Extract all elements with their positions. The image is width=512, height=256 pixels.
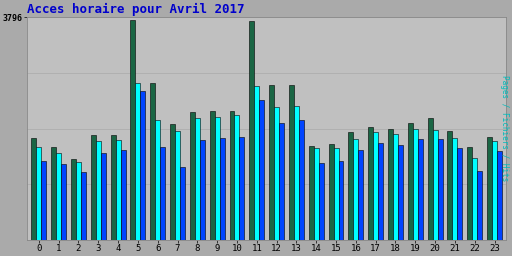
Bar — [349, 132, 353, 240]
Y-axis label: Pages / Fichiers / Hits: Pages / Fichiers / Hits — [500, 75, 509, 182]
Bar — [151, 83, 155, 240]
Bar — [418, 139, 423, 240]
Bar — [234, 115, 240, 240]
Bar — [249, 22, 254, 240]
Bar — [200, 140, 205, 240]
Bar — [314, 148, 318, 240]
Bar — [36, 147, 41, 240]
Bar — [333, 148, 338, 240]
Bar — [438, 139, 442, 240]
Bar — [101, 153, 105, 240]
Bar — [140, 91, 145, 240]
Bar — [433, 130, 438, 240]
Bar — [195, 118, 200, 240]
Bar — [353, 139, 358, 240]
Bar — [175, 131, 180, 240]
Bar — [91, 135, 96, 240]
Bar — [329, 144, 333, 240]
Bar — [408, 123, 413, 240]
Bar — [120, 150, 125, 240]
Bar — [472, 158, 477, 240]
Bar — [413, 129, 418, 240]
Bar — [111, 135, 116, 240]
Bar — [428, 118, 433, 240]
Bar — [368, 127, 373, 240]
Bar — [215, 117, 220, 240]
Bar — [453, 138, 457, 240]
Bar — [318, 163, 324, 240]
Bar — [447, 131, 453, 240]
Bar — [309, 146, 314, 240]
Bar — [358, 150, 364, 240]
Bar — [51, 147, 56, 240]
Bar — [378, 143, 383, 240]
Bar — [299, 120, 304, 240]
Bar — [56, 153, 61, 240]
Bar — [31, 138, 36, 240]
Bar — [136, 83, 140, 240]
Bar — [71, 159, 76, 240]
Bar — [76, 163, 81, 240]
Bar — [373, 132, 378, 240]
Bar — [116, 140, 120, 240]
Bar — [240, 137, 244, 240]
Bar — [81, 173, 86, 240]
Text: Acces horaire pour Avril 2017: Acces horaire pour Avril 2017 — [27, 3, 244, 16]
Bar — [457, 148, 462, 240]
Bar — [487, 137, 492, 240]
Bar — [492, 141, 497, 240]
Bar — [294, 105, 299, 240]
Bar — [477, 171, 482, 240]
Bar — [467, 147, 472, 240]
Bar — [274, 107, 279, 240]
Bar — [41, 161, 46, 240]
Bar — [61, 164, 66, 240]
Bar — [279, 123, 284, 240]
Bar — [220, 138, 225, 240]
Bar — [190, 112, 195, 240]
Bar — [338, 161, 344, 240]
Bar — [289, 85, 294, 240]
Bar — [259, 100, 264, 240]
Bar — [269, 85, 274, 240]
Bar — [96, 141, 101, 240]
Bar — [155, 120, 160, 240]
Bar — [160, 147, 165, 240]
Bar — [254, 86, 259, 240]
Bar — [229, 111, 234, 240]
Bar — [497, 151, 502, 240]
Bar — [170, 124, 175, 240]
Bar — [210, 111, 215, 240]
Bar — [180, 167, 185, 240]
Bar — [393, 134, 398, 240]
Bar — [388, 129, 393, 240]
Bar — [398, 145, 403, 240]
Bar — [131, 20, 136, 240]
